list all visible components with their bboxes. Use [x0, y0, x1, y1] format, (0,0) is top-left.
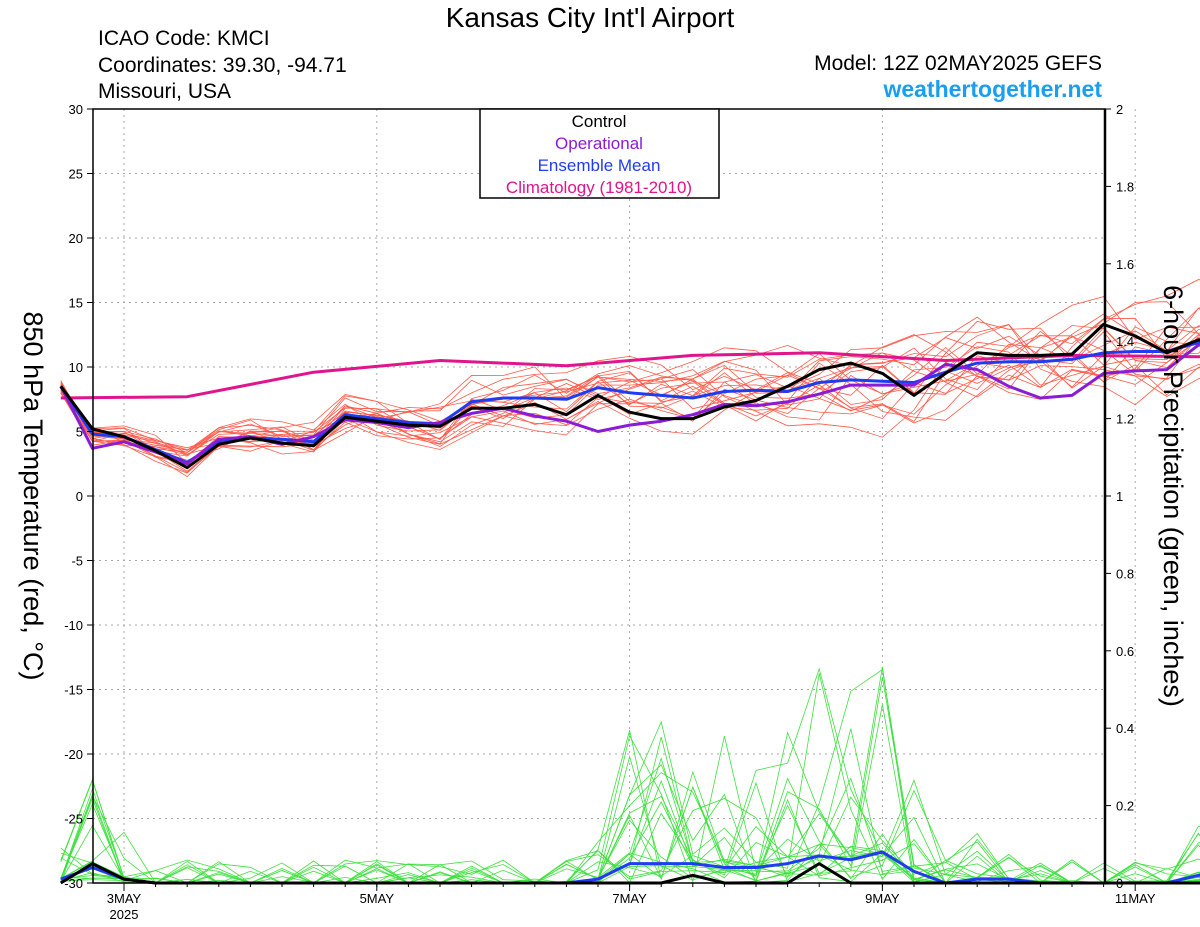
legend-entry: Climatology (1981-2010)	[506, 178, 692, 197]
left-tick-label: -5	[71, 554, 83, 569]
left-tick-label: 0	[76, 489, 83, 504]
x-tick-label: 3MAY	[107, 891, 142, 906]
left-tick-label: -30	[64, 876, 83, 891]
temperature-member-line	[60, 324, 1200, 455]
ensemble-mean-temperature-line	[59, 340, 1200, 464]
left-tick-label: 20	[69, 231, 83, 246]
right-axis-label: 6-hour Precipitation (green, inches)	[1158, 285, 1188, 707]
left-tick-label: -15	[64, 683, 83, 698]
model-run: Model: 12Z 02MAY2025 GEFS	[814, 52, 1102, 75]
operational-temperature-line	[59, 343, 1200, 466]
legend-entry: Control	[572, 112, 627, 131]
temperature-member-line	[60, 296, 1200, 451]
axes: 302520151050-5-10-15-20-25-3021.81.61.41…	[18, 102, 1188, 922]
precipitation-member-line	[60, 787, 1200, 884]
left-tick-label: 30	[69, 102, 83, 117]
left-tick-label: 5	[76, 425, 83, 440]
series-lines	[59, 322, 1200, 885]
temperature-member-line	[60, 301, 1200, 456]
right-tick-label: 2	[1116, 102, 1123, 117]
temperature-member-line	[60, 356, 1200, 451]
temperature-member-line	[60, 317, 1200, 474]
left-tick-label: -10	[64, 618, 83, 633]
right-tick-label: 1.4	[1116, 334, 1134, 349]
legend-entry: Ensemble Mean	[538, 156, 661, 175]
right-tick-label: 0.6	[1116, 644, 1134, 659]
legend: Control Operational Ensemble Mean Climatolo…	[479, 108, 720, 199]
left-tick-label: 15	[69, 296, 83, 311]
right-tick-label: 1.2	[1116, 412, 1134, 427]
legend-box	[479, 108, 720, 199]
temperature-member-line	[60, 325, 1200, 464]
x-tick-label: 11MAY	[1115, 891, 1156, 906]
x-tick-label: 7MAY	[612, 891, 647, 906]
right-tick-label: 1.6	[1116, 257, 1134, 272]
precipitation-member-line	[60, 731, 1200, 884]
right-tick-label: 0	[1116, 876, 1123, 891]
right-tick-label: 0.8	[1116, 566, 1134, 581]
right-tick-label: 0.4	[1116, 721, 1134, 736]
temperature-member-line	[60, 346, 1200, 453]
left-tick-label: 10	[69, 360, 83, 375]
left-tick-label: -25	[64, 812, 83, 827]
control-temperature-line	[59, 322, 1200, 470]
temperature-member-line	[60, 326, 1200, 470]
right-tick-label: 1.8	[1116, 179, 1134, 194]
ensemble-member-lines	[60, 279, 1200, 884]
left-tick-label: 25	[69, 167, 83, 182]
x-tick-label: 5MAY	[360, 891, 395, 906]
right-tick-label: 0.2	[1116, 799, 1134, 814]
x-year-label: 2025	[110, 907, 139, 922]
chart-title: Kansas City Int'l Airport	[445, 2, 735, 33]
icao-code: ICAO Code: KMCI	[98, 27, 270, 50]
temperature-member-line	[60, 338, 1200, 478]
left-tick-label: -20	[64, 747, 83, 762]
legend-entry: Operational	[555, 134, 643, 153]
coordinates: Coordinates: 39.30, -94.71	[98, 54, 347, 77]
location: Missouri, USA	[98, 80, 232, 103]
temperature-member-line	[60, 307, 1200, 451]
x-tick-label: 9MAY	[865, 891, 900, 906]
right-tick-label: 1	[1116, 489, 1123, 504]
precipitation-member-line	[60, 764, 1200, 884]
precipitation-member-line	[60, 720, 1200, 884]
site-name[interactable]: weathertogether.net	[883, 76, 1102, 102]
temperature-member-line	[60, 324, 1200, 457]
temperature-member-line	[60, 330, 1200, 455]
left-axis-label: 850 hPa Temperature (red, °C)	[18, 312, 48, 681]
precipitation-member-line	[60, 676, 1200, 884]
